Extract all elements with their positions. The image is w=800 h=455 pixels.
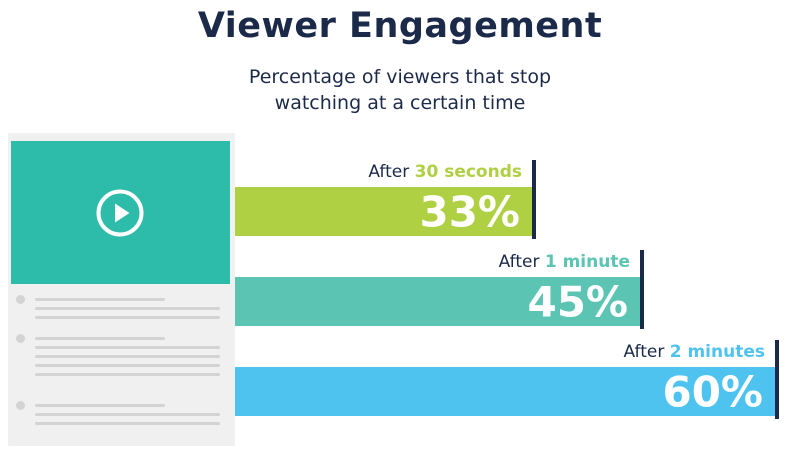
category-label-highlight: 30 seconds — [415, 162, 522, 182]
text-line — [35, 298, 165, 301]
chart-subtitle: Percentage of viewers that stop watching… — [0, 64, 800, 116]
text-line — [35, 422, 220, 425]
category-label-prefix: After — [499, 252, 545, 272]
category-label-prefix: After — [623, 342, 669, 362]
bar — [235, 277, 640, 326]
video-thumbnail — [11, 141, 230, 284]
list-bullet-icon — [16, 334, 25, 343]
text-line — [35, 337, 165, 340]
category-label: After 2 minutes — [623, 342, 765, 362]
text-line — [35, 413, 220, 416]
text-line — [35, 307, 220, 310]
category-label: After 1 minute — [499, 252, 630, 272]
bar-end-marker — [532, 160, 536, 239]
category-label-prefix: After — [368, 162, 414, 182]
value-label: 60% — [662, 368, 763, 417]
subtitle-line-2: watching at a certain time — [274, 92, 526, 114]
text-line — [35, 355, 220, 358]
text-line — [35, 404, 165, 407]
value-label: 45% — [527, 278, 628, 327]
bar-end-marker — [640, 250, 644, 329]
subtitle-line-1: Percentage of viewers that stop — [248, 66, 552, 88]
bar — [235, 187, 532, 236]
bar-group: After 30 seconds 33% — [235, 160, 536, 239]
text-line — [35, 373, 220, 376]
list-bullet-icon — [16, 401, 25, 410]
list-bullet-icon — [16, 295, 25, 304]
webpage-illustration — [8, 133, 235, 446]
bar-group: After 1 minute 45% — [235, 250, 644, 329]
value-label: 33% — [419, 188, 520, 237]
text-line — [35, 364, 220, 367]
category-label-highlight: 1 minute — [545, 252, 630, 272]
category-label-highlight: 2 minutes — [670, 342, 765, 362]
bar-end-marker — [775, 340, 779, 419]
play-icon — [96, 189, 144, 237]
chart-title: Viewer Engagement — [197, 6, 603, 46]
bar — [235, 367, 775, 416]
text-line — [35, 346, 220, 349]
bar-group: After 2 minutes 60% — [235, 340, 779, 419]
category-label: After 30 seconds — [368, 162, 522, 182]
text-line — [35, 316, 220, 319]
